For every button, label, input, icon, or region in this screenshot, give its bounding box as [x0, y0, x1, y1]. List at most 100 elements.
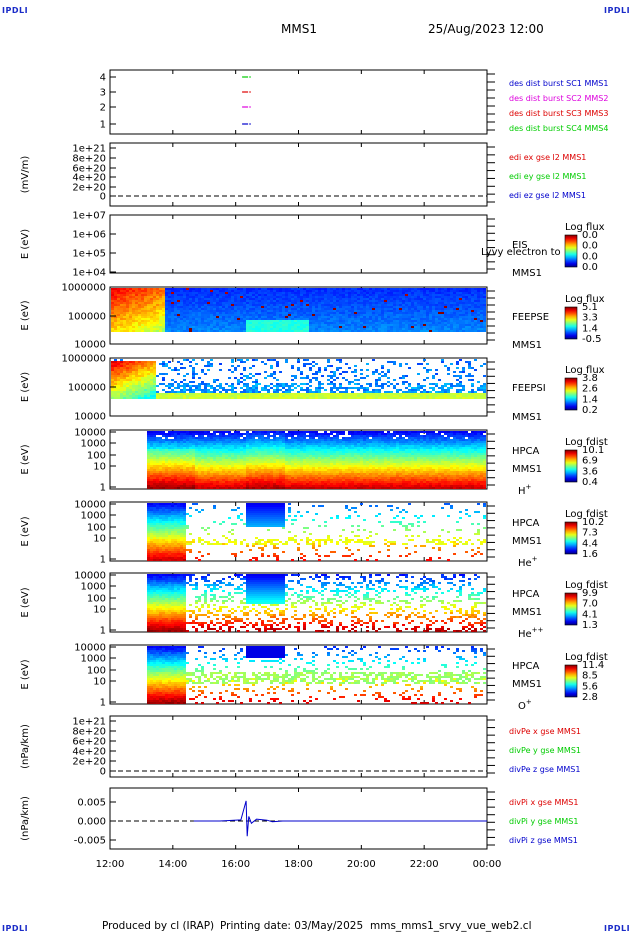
- heat-cell: [450, 397, 453, 399]
- heat-cell: [324, 324, 327, 326]
- heat-cell: [225, 383, 228, 385]
- heat-cell: [240, 391, 243, 393]
- heat-cell: [315, 310, 318, 312]
- heat-cell: [168, 308, 171, 310]
- heat-cell: [132, 330, 135, 332]
- heat-cell: [123, 373, 126, 375]
- heat-cell: [228, 294, 231, 296]
- heat-cell: [129, 328, 132, 330]
- heat-cell: [168, 477, 171, 479]
- heat-cell: [297, 300, 300, 302]
- heat-cell: [213, 326, 216, 328]
- heat-cell: [114, 367, 117, 369]
- heat-cell: [192, 463, 195, 465]
- heat-cell: [357, 308, 360, 310]
- heat-cell: [201, 381, 204, 383]
- heat-cell: [195, 310, 198, 312]
- heat-cell: [360, 397, 363, 399]
- heat-cell: [282, 320, 285, 322]
- heat-cell: [357, 294, 360, 296]
- heat-cell: [159, 318, 162, 320]
- heat-cell: [393, 290, 396, 292]
- heat-cell: [195, 312, 198, 314]
- heat-cell: [306, 377, 309, 379]
- heat-cell: [477, 330, 480, 332]
- heat-cell: [387, 324, 390, 326]
- heat-cell: [132, 379, 135, 381]
- heat-cell: [336, 292, 339, 294]
- colorbar-tick-label: 2.6: [582, 384, 598, 395]
- heat-cell: [345, 294, 348, 296]
- heat-cell: [213, 447, 216, 449]
- heat-cell: [126, 294, 129, 296]
- heat-cell: [318, 397, 321, 399]
- heat-cell: [216, 455, 219, 457]
- heat-cell: [372, 322, 375, 324]
- heat-cell: [114, 371, 117, 373]
- heat-cell: [183, 437, 186, 439]
- heat-cell: [285, 328, 288, 330]
- heat-cell: [396, 397, 399, 399]
- heat-cell: [186, 395, 189, 397]
- heat-cell: [141, 389, 144, 391]
- heat-cell: [150, 431, 153, 433]
- heat-cell: [135, 296, 138, 298]
- heat-cell: [114, 316, 117, 318]
- heat-cell: [417, 314, 420, 316]
- heat-cell: [363, 312, 366, 314]
- heat-cell: [450, 393, 453, 395]
- heat-cell: [249, 322, 252, 324]
- heat-cell: [417, 322, 420, 324]
- heat-cell: [417, 288, 420, 290]
- heat-cell: [405, 375, 408, 377]
- heat-cell: [330, 383, 333, 385]
- heat-cell: [234, 306, 237, 308]
- heat-cell: [207, 330, 210, 332]
- heat-cell: [387, 371, 390, 373]
- heat-cell: [294, 318, 297, 320]
- heat-cell: [249, 389, 252, 391]
- heat-cell: [153, 379, 156, 381]
- heat-cell: [123, 369, 126, 371]
- heat-cell: [198, 459, 201, 461]
- heat-cell: [135, 302, 138, 304]
- heat-cell: [252, 318, 255, 320]
- heat-cell: [273, 298, 276, 300]
- heat-cell: [207, 463, 210, 465]
- heat-cell: [219, 473, 222, 475]
- heat-cell: [447, 326, 450, 328]
- heat-cell: [432, 320, 435, 322]
- heat-cell: [231, 395, 234, 397]
- heat-cell: [129, 381, 132, 383]
- heat-cell: [129, 326, 132, 328]
- heat-cell: [393, 310, 396, 312]
- heat-cell: [387, 377, 390, 379]
- heat-cell: [132, 326, 135, 328]
- heat-cell: [120, 365, 123, 367]
- heat-cell: [471, 395, 474, 397]
- heat-cell: [378, 320, 381, 322]
- heat-cell: [384, 383, 387, 385]
- heat-cell: [243, 367, 246, 369]
- heat-cell: [183, 485, 186, 487]
- heat-cell: [207, 443, 210, 445]
- heat-cell: [429, 314, 432, 316]
- heat-cell: [477, 318, 480, 320]
- heat-cell: [216, 475, 219, 477]
- colorbar-tick-label: 0.0: [582, 262, 598, 273]
- heat-cell: [150, 377, 153, 379]
- heat-cell: [117, 365, 120, 367]
- heat-cell: [399, 312, 402, 314]
- heat-cell: [138, 302, 141, 304]
- heat-cell: [228, 389, 231, 391]
- heat-cell: [186, 463, 189, 465]
- heat-cell: [336, 318, 339, 320]
- heat-cell: [138, 369, 141, 371]
- heat-cell: [333, 373, 336, 375]
- heat-cell: [174, 322, 177, 324]
- heat-cell: [114, 381, 117, 383]
- heat-cell: [369, 397, 372, 399]
- heat-cell: [219, 383, 222, 385]
- heat-cell: [384, 288, 387, 290]
- heat-cell: [114, 304, 117, 306]
